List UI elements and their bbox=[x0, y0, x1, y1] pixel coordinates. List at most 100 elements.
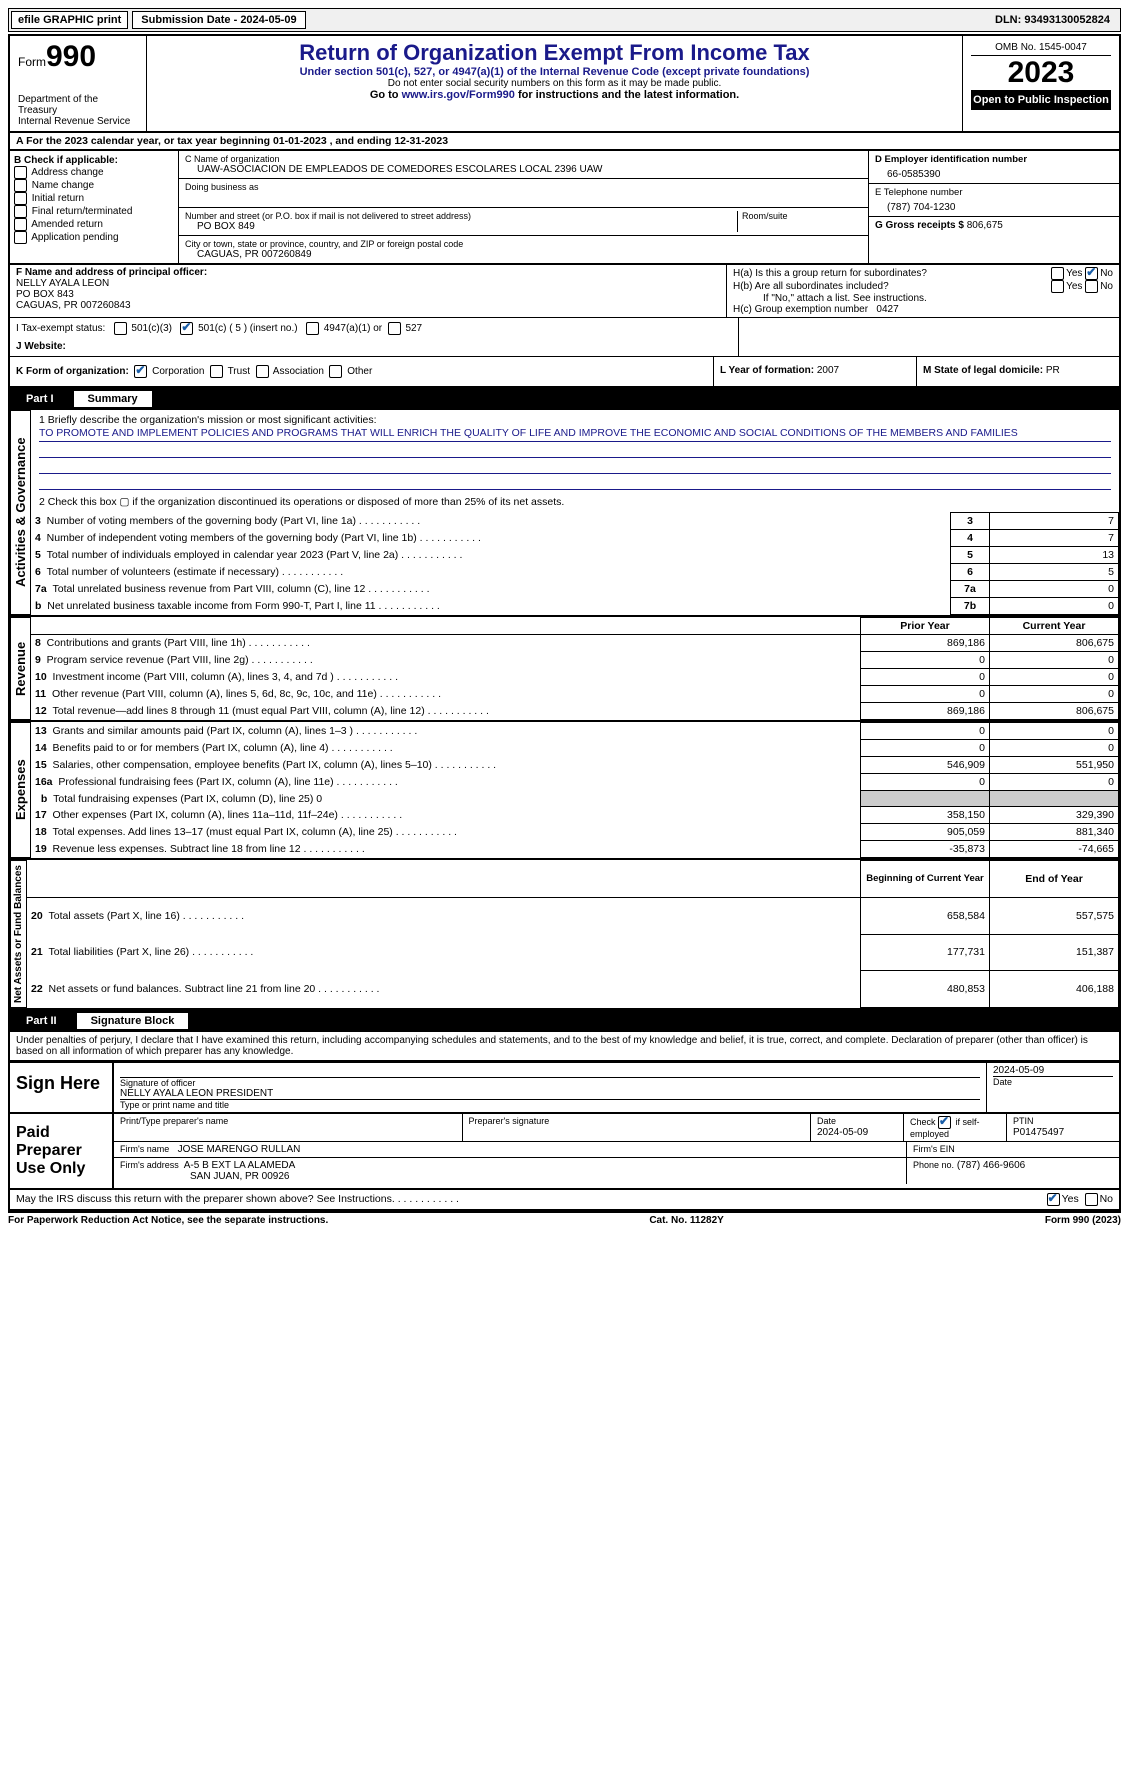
tel-label: E Telephone number bbox=[875, 187, 1113, 198]
section-klm: K Form of organization: Corporation Trus… bbox=[8, 357, 1121, 388]
mission-blank2 bbox=[39, 459, 1111, 474]
addr-value: PO BOX 849 bbox=[185, 221, 737, 232]
final-return-checkbox[interactable] bbox=[14, 205, 27, 218]
hb-label: H(b) Are all subordinates included? bbox=[733, 281, 1051, 292]
ptin-label: PTIN bbox=[1013, 1116, 1034, 1126]
room-suite-label: Room/suite bbox=[737, 211, 862, 232]
ptin-value: P01475497 bbox=[1013, 1127, 1064, 1138]
officer-name: NELLY AYALA LEON bbox=[16, 278, 720, 289]
expenses-block: Expenses 13 Grants and similar amounts p… bbox=[8, 722, 1121, 860]
527-checkbox[interactable] bbox=[388, 322, 401, 335]
current-year-header: Current Year bbox=[990, 618, 1119, 635]
part1-body: Activities & Governance 1 Briefly descri… bbox=[8, 410, 1121, 617]
year-formation-value: 2007 bbox=[817, 365, 839, 376]
hb-no-checkbox[interactable] bbox=[1085, 280, 1098, 293]
ha-yes-checkbox[interactable] bbox=[1051, 267, 1064, 280]
hb-yes-checkbox[interactable] bbox=[1051, 280, 1064, 293]
expense-line: 17 Other expenses (Part IX, column (A), … bbox=[31, 807, 1119, 824]
addr-change-checkbox[interactable] bbox=[14, 166, 27, 179]
preparer-label: Paid Preparer Use Only bbox=[10, 1114, 114, 1188]
revenue-line: 10 Investment income (Part VIII, column … bbox=[31, 669, 1119, 686]
print-name-label: Print/Type preparer's name bbox=[120, 1116, 228, 1126]
ein-label: D Employer identification number bbox=[875, 154, 1113, 165]
initial-return-checkbox[interactable] bbox=[14, 192, 27, 205]
efile-label: efile GRAPHIC print bbox=[11, 11, 128, 29]
submission-date: Submission Date - 2024-05-09 bbox=[132, 11, 305, 29]
revenue-line: 8 Contributions and grants (Part VIII, l… bbox=[31, 635, 1119, 652]
initial-return-label: Initial return bbox=[32, 193, 84, 204]
4947-checkbox[interactable] bbox=[306, 322, 319, 335]
revenue-line: 12 Total revenue—add lines 8 through 11 … bbox=[31, 703, 1119, 720]
501c3-checkbox[interactable] bbox=[114, 322, 127, 335]
page-footer: For Paperwork Reduction Act Notice, see … bbox=[8, 1211, 1121, 1228]
name-change-label: Name change bbox=[32, 180, 94, 191]
sig-officer-name: NELLY AYALA LEON PRESIDENT bbox=[120, 1088, 980, 1099]
expense-line: 19 Revenue less expenses. Subtract line … bbox=[31, 841, 1119, 858]
part1-header: Part I Summary bbox=[8, 388, 1121, 410]
section-c: C Name of organization UAW-ASOCIACION DE… bbox=[179, 151, 869, 263]
phone-label: Phone no. bbox=[913, 1160, 954, 1170]
preparer-block: Paid Preparer Use Only Print/Type prepar… bbox=[8, 1114, 1121, 1190]
sign-here-label: Sign Here bbox=[10, 1063, 114, 1112]
irs-link[interactable]: www.irs.gov/Form990 bbox=[402, 89, 515, 101]
goto-link: Go to www.irs.gov/Form990 for instructio… bbox=[155, 89, 954, 101]
part2-number: Part II bbox=[16, 1013, 67, 1029]
mission-blank3 bbox=[39, 475, 1111, 490]
expense-line: 15 Salaries, other compensation, employe… bbox=[31, 757, 1119, 774]
prior-year-header: Prior Year bbox=[861, 618, 990, 635]
line2-text: 2 Check this box ▢ if the organization d… bbox=[39, 496, 1111, 508]
state-domicile-value: PR bbox=[1046, 365, 1060, 376]
self-emp-checkbox[interactable] bbox=[938, 1116, 951, 1129]
revenue-line: 9 Program service revenue (Part VIII, li… bbox=[31, 652, 1119, 669]
opt-501c3: 501(c)(3) bbox=[131, 323, 172, 334]
prep-date-label: Date bbox=[817, 1116, 836, 1126]
expense-line: b Total fundraising expenses (Part IX, c… bbox=[31, 791, 1119, 807]
section-deg: D Employer identification number 66-0585… bbox=[869, 151, 1119, 263]
trust-checkbox[interactable] bbox=[210, 365, 223, 378]
gov-sidebar: Activities & Governance bbox=[10, 410, 31, 615]
expense-line: 16a Professional fundraising fees (Part … bbox=[31, 774, 1119, 791]
ha-no-checkbox[interactable] bbox=[1085, 267, 1098, 280]
ha-label: H(a) Is this a group return for subordin… bbox=[733, 268, 1051, 279]
501c-checkbox[interactable] bbox=[180, 322, 193, 335]
amended-return-label: Amended return bbox=[31, 219, 103, 230]
net-assets-block: Net Assets or Fund Balances Beginning of… bbox=[8, 860, 1121, 1010]
opt-corp: Corporation bbox=[152, 366, 204, 377]
name-change-checkbox[interactable] bbox=[14, 179, 27, 192]
opt-assoc: Association bbox=[273, 366, 324, 377]
assoc-checkbox[interactable] bbox=[256, 365, 269, 378]
expenses-sidebar: Expenses bbox=[10, 722, 31, 858]
revenue-line: 11 Other revenue (Part VIII, column (A),… bbox=[31, 686, 1119, 703]
ssn-warning: Do not enter social security numbers on … bbox=[155, 78, 954, 89]
discuss-no-checkbox[interactable] bbox=[1085, 1193, 1098, 1206]
irs-label: Internal Revenue Service bbox=[18, 116, 138, 127]
ein-value: 66-0585390 bbox=[875, 165, 1113, 180]
app-pending-label: Application pending bbox=[31, 232, 118, 243]
other-checkbox[interactable] bbox=[329, 365, 342, 378]
addr-label: Number and street (or P.O. box if mail i… bbox=[185, 211, 737, 221]
firm-addr-label: Firm's address bbox=[120, 1160, 179, 1170]
app-pending-checkbox[interactable] bbox=[14, 231, 27, 244]
net-table: Beginning of Current Year End of Year 20… bbox=[27, 860, 1119, 1008]
summary-line: 7a Total unrelated business revenue from… bbox=[31, 581, 1119, 598]
amended-return-checkbox[interactable] bbox=[14, 218, 27, 231]
discuss-yes-checkbox[interactable] bbox=[1047, 1193, 1060, 1206]
section-fh: F Name and address of principal officer:… bbox=[8, 265, 1121, 318]
type-print-label: Type or print name and title bbox=[120, 1099, 980, 1110]
org-name: UAW-ASOCIACION DE EMPLEADOS DE COMEDORES… bbox=[185, 164, 862, 175]
summary-line: 4 Number of independent voting members o… bbox=[31, 530, 1119, 547]
officer-label: F Name and address of principal officer: bbox=[16, 267, 720, 278]
discuss-row: May the IRS discuss this return with the… bbox=[8, 1190, 1121, 1211]
corp-checkbox[interactable] bbox=[134, 365, 147, 378]
net-sidebar: Net Assets or Fund Balances bbox=[10, 860, 27, 1008]
form-prefix: Form bbox=[18, 55, 46, 69]
sig-officer-line[interactable] bbox=[120, 1065, 980, 1078]
end-year-header: End of Year bbox=[990, 861, 1119, 898]
opt-other: Other bbox=[347, 366, 372, 377]
mission-text: TO PROMOTE AND IMPLEMENT POLICIES AND PR… bbox=[39, 427, 1111, 442]
dept-treasury: Department of the Treasury bbox=[18, 94, 138, 116]
revenue-sidebar: Revenue bbox=[10, 617, 31, 720]
dln: DLN: 93493130052824 bbox=[995, 14, 1118, 26]
firm-ein-label: Firm's EIN bbox=[913, 1144, 955, 1154]
open-inspection: Open to Public Inspection bbox=[971, 90, 1111, 110]
